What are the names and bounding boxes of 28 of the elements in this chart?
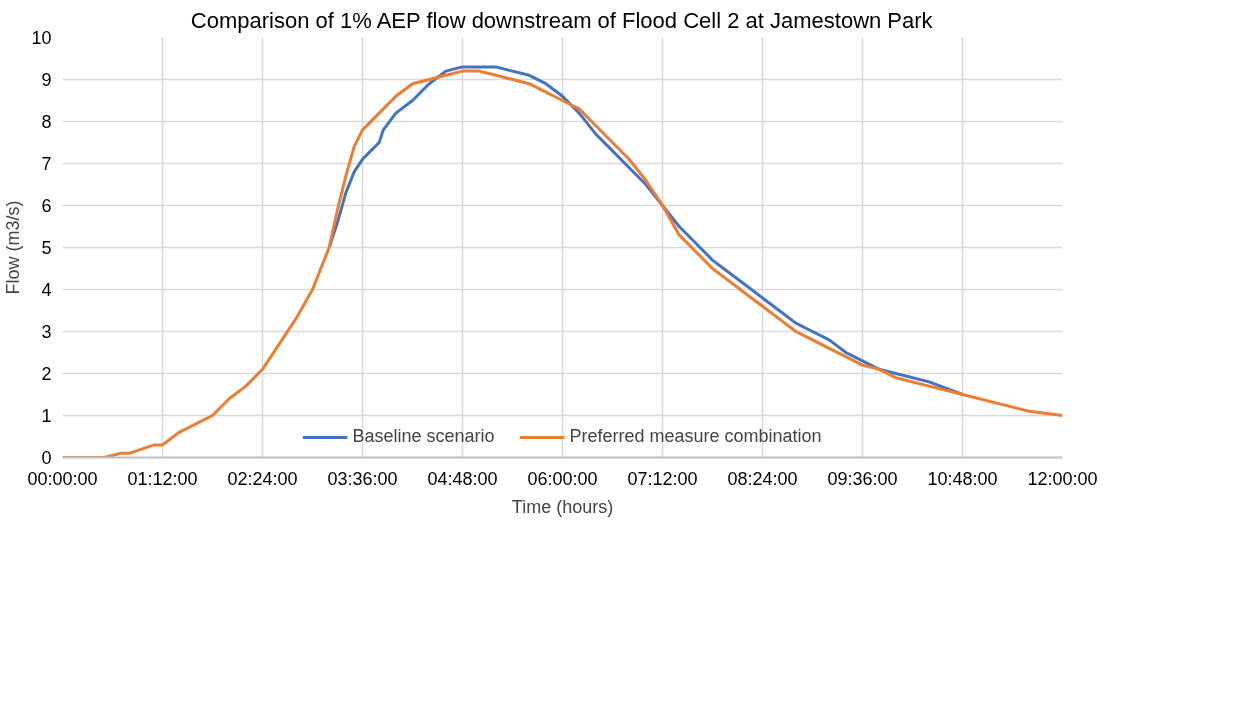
line-series	[62, 69, 1063, 458]
y-tick-label: 2	[41, 364, 52, 384]
x-tick-label: 07:12:00	[627, 468, 698, 489]
legend-label: Baseline scenario	[352, 426, 495, 447]
x-tick-label: 00:00:00	[27, 468, 98, 489]
x-tick-label: 01:12:00	[127, 468, 198, 489]
y-tick-label: 6	[41, 196, 52, 216]
y-tick-label: 10	[31, 28, 52, 48]
y-tick-label: 4	[41, 280, 52, 300]
x-axis-title: Time (hours)	[511, 496, 614, 517]
y-tick-label: 7	[41, 154, 52, 174]
x-tick-label: 08:24:00	[727, 468, 798, 489]
legend-label: Preferred measure combination	[569, 426, 822, 447]
y-tick-label: 0	[41, 448, 52, 468]
x-tick-label: 04:48:00	[427, 468, 498, 489]
x-tick-label: 06:00:00	[527, 468, 598, 489]
x-tick-label: 03:36:00	[327, 468, 398, 489]
y-axis-title: Flow (m3/s)	[3, 200, 24, 295]
x-tick-label: 09:36:00	[827, 468, 898, 489]
y-tick-label: 8	[41, 112, 52, 132]
y-tick-label: 3	[41, 322, 52, 342]
y-tick-label: 9	[41, 70, 52, 90]
x-tick-label: 12:00:00	[1027, 468, 1098, 489]
chart-title: Comparison of 1% AEP flow downstream of Flood Cell 2 at Jamestown Park	[190, 7, 934, 33]
x-tick-label: 10:48:00	[927, 468, 998, 489]
y-tick-label: 5	[41, 238, 52, 258]
x-tick-label: 02:24:00	[227, 468, 298, 489]
y-tick-label: 1	[41, 406, 52, 426]
